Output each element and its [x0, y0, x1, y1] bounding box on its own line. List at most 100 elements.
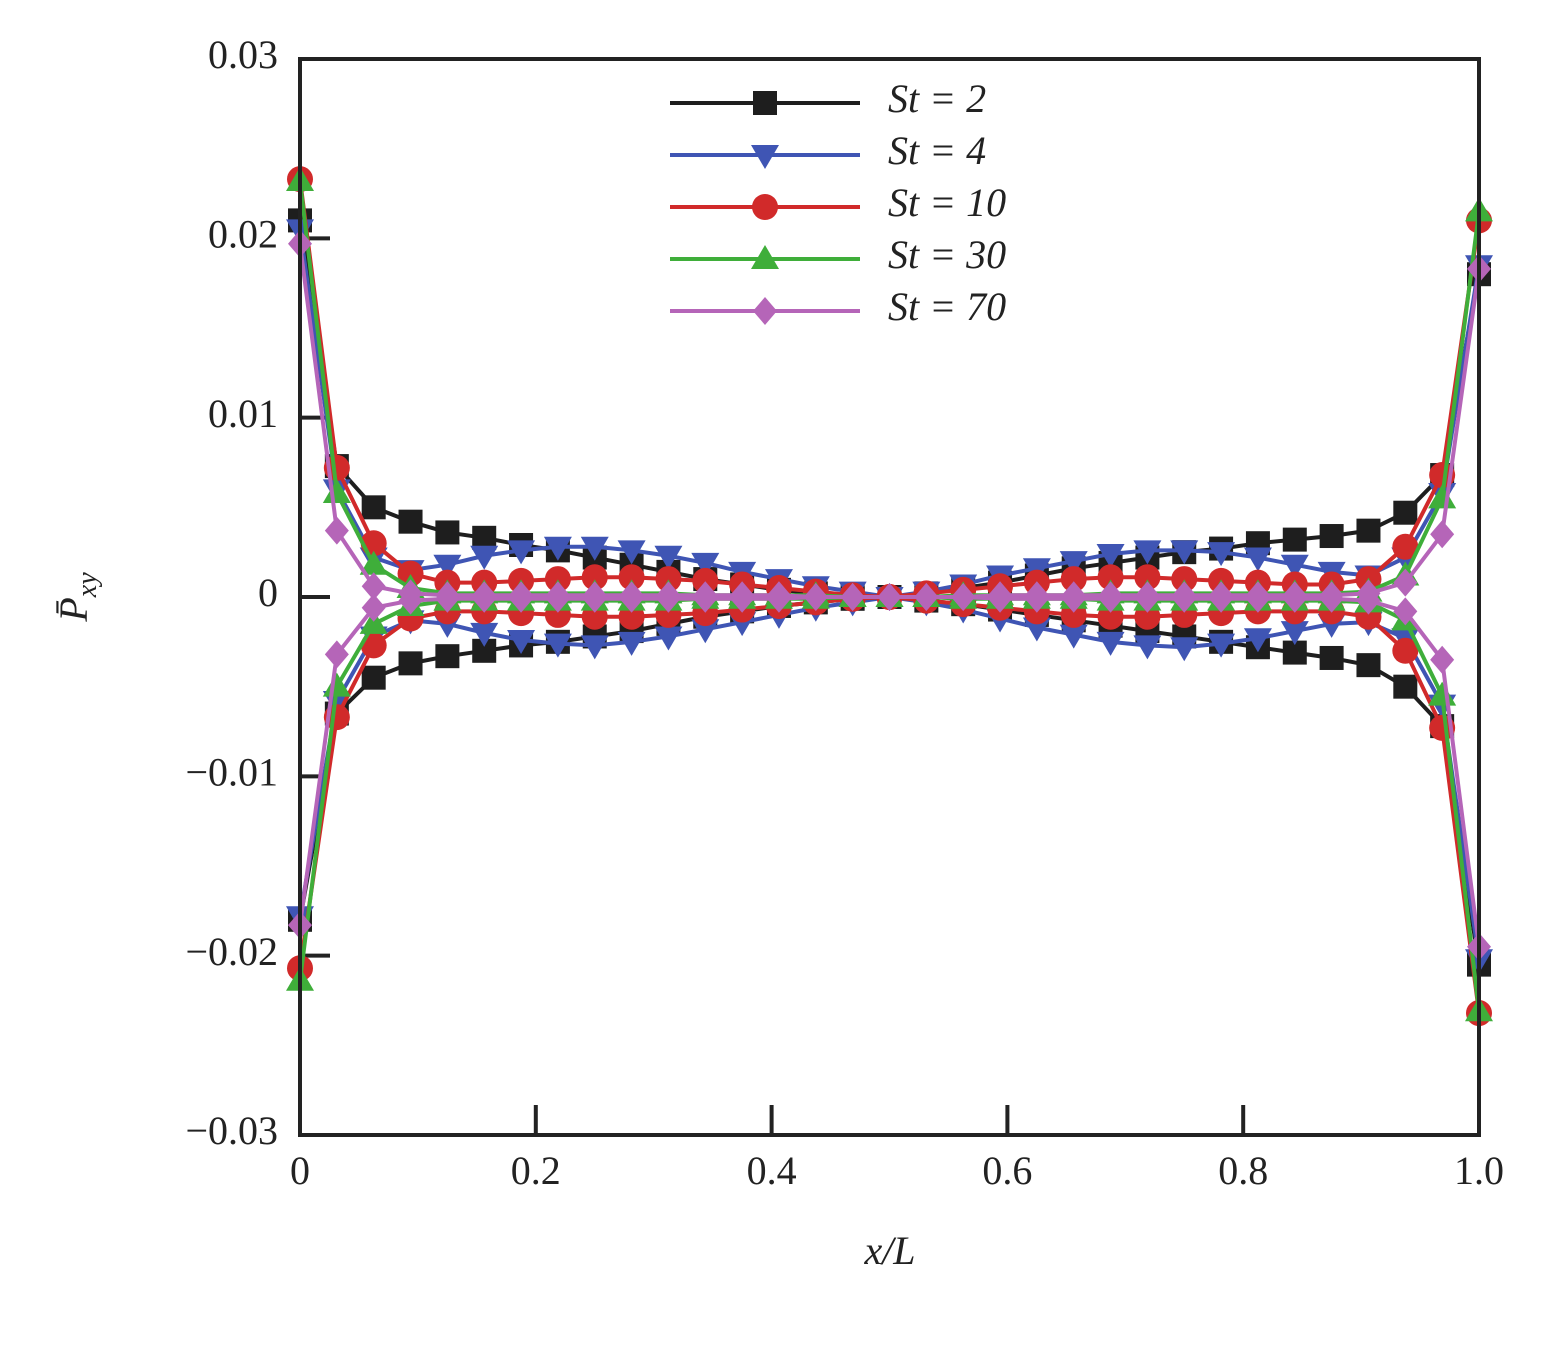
marker: [1098, 584, 1123, 613]
marker: [361, 593, 386, 622]
marker: [359, 609, 388, 634]
marker: [951, 583, 976, 611]
marker: [1133, 540, 1162, 565]
marker: [1280, 554, 1309, 579]
marker: [1135, 584, 1160, 613]
marker: [545, 584, 570, 613]
marker: [582, 584, 607, 613]
marker: [1097, 564, 1124, 591]
marker: [691, 619, 720, 644]
marker: [361, 495, 386, 520]
marker: [914, 583, 939, 611]
marker: [1022, 617, 1051, 642]
marker: [1134, 564, 1161, 591]
marker: [1392, 533, 1419, 560]
marker: [324, 516, 349, 545]
marker: [398, 509, 423, 534]
marker: [470, 545, 499, 570]
marker: [1393, 568, 1418, 597]
y-tick-label: 0.03: [208, 32, 278, 77]
marker: [507, 630, 536, 655]
marker: [654, 626, 683, 651]
legend-label: St = 4: [888, 128, 986, 173]
legend-label: St = 30: [888, 232, 1006, 277]
x-tick-label: 0.4: [747, 1148, 797, 1193]
x-tick-label: 0.6: [982, 1148, 1032, 1193]
marker: [655, 566, 682, 593]
legend-marker: [752, 194, 778, 220]
marker: [435, 644, 460, 669]
marker: [1170, 637, 1199, 662]
legend-marker: [751, 145, 779, 169]
y-axis-label: P̄xy: [51, 572, 103, 623]
x-tick-label: 0.2: [511, 1148, 561, 1193]
marker: [1282, 584, 1307, 613]
marker: [543, 536, 572, 561]
legend-marker: [753, 91, 777, 115]
marker: [1282, 527, 1307, 552]
marker: [580, 635, 609, 660]
legend-marker: [751, 245, 779, 269]
x-tick-label: 1.0: [1454, 1148, 1504, 1193]
marker: [1392, 637, 1419, 664]
marker: [544, 566, 571, 593]
marker: [1096, 631, 1125, 656]
marker: [398, 651, 423, 676]
marker: [1430, 645, 1455, 674]
marker: [1393, 500, 1418, 525]
marker: [322, 672, 351, 697]
y-axis-symbol: P̄: [51, 597, 96, 622]
marker: [1207, 542, 1236, 567]
marker: [1060, 566, 1087, 593]
marker: [766, 584, 791, 613]
marker: [1428, 484, 1457, 509]
marker: [654, 545, 683, 570]
marker: [1171, 566, 1198, 593]
marker: [543, 633, 572, 658]
marker: [1209, 584, 1234, 613]
marker: [618, 564, 645, 591]
legend-label: St = 10: [888, 180, 1006, 225]
marker: [1319, 524, 1344, 549]
marker: [507, 540, 536, 565]
x-tick-label: 0.8: [1218, 1148, 1268, 1193]
legend-marker: [753, 297, 777, 325]
y-tick-label: −0.03: [185, 1108, 278, 1153]
marker: [730, 584, 755, 613]
marker: [398, 586, 423, 615]
marker: [803, 583, 828, 611]
x-axis-label: x/L: [863, 1228, 915, 1273]
marker: [617, 540, 646, 565]
marker: [470, 622, 499, 647]
marker: [397, 560, 424, 587]
marker: [1172, 584, 1197, 613]
y-tick-label: 0.02: [208, 212, 278, 257]
marker: [359, 550, 388, 575]
marker: [509, 584, 534, 613]
marker: [988, 584, 1013, 613]
marker: [656, 584, 681, 613]
y-tick-label: 0: [258, 570, 278, 615]
marker: [1319, 584, 1344, 613]
y-axis-subscript: xy: [72, 572, 103, 598]
marker: [435, 520, 460, 545]
marker: [691, 552, 720, 577]
marker: [840, 583, 865, 611]
marker: [1170, 540, 1199, 565]
marker: [1207, 633, 1236, 658]
marker: [361, 665, 386, 690]
plot-frame: [298, 57, 1481, 1137]
marker: [1356, 518, 1381, 543]
marker: [472, 584, 497, 613]
marker: [1430, 520, 1455, 549]
marker: [1024, 584, 1049, 613]
marker: [877, 583, 902, 611]
y-tick-label: 0.01: [208, 391, 278, 436]
marker: [581, 564, 608, 591]
marker: [361, 572, 386, 601]
marker: [1059, 624, 1088, 649]
marker: [1061, 584, 1086, 613]
marker: [1393, 674, 1418, 699]
marker: [1096, 543, 1125, 568]
marker: [433, 554, 462, 579]
